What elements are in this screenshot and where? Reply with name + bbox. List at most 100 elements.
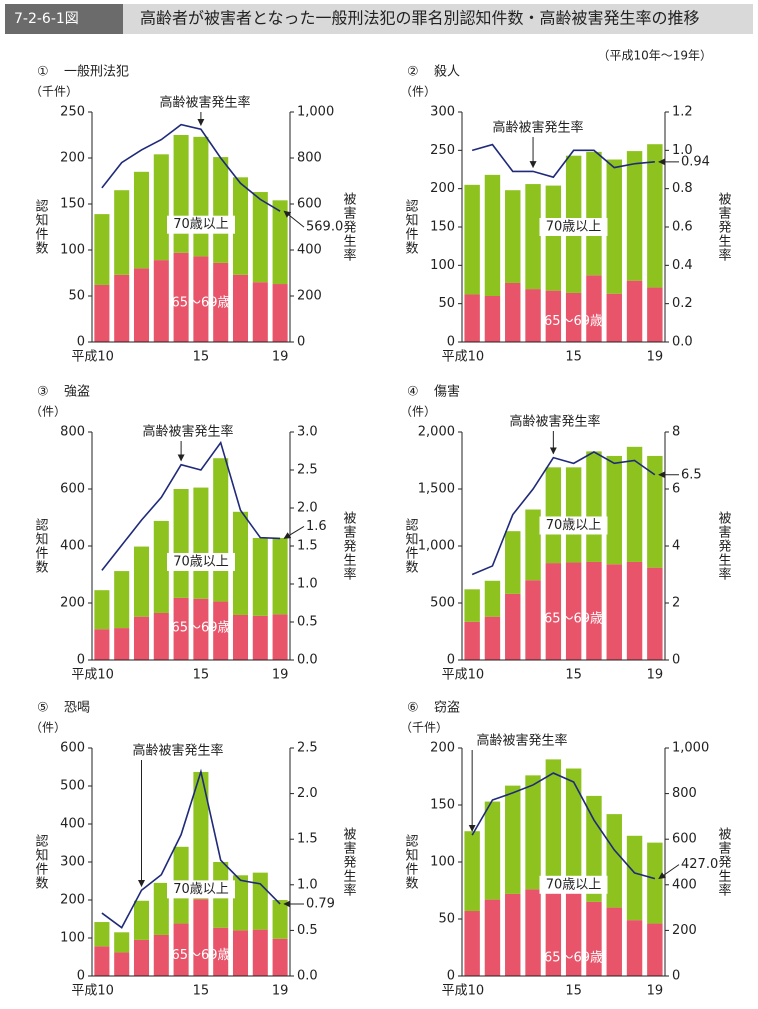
bar-segment	[272, 938, 288, 976]
value-label: 569.0	[306, 220, 343, 235]
y2-tick-label: 0.0	[672, 335, 693, 350]
bar-segment	[213, 927, 229, 976]
y-tick-label: 0	[447, 653, 455, 668]
y-axis-label: 認知件数	[33, 198, 49, 255]
y-tick-label: 250	[430, 143, 455, 158]
x-tick-label: 15	[565, 668, 582, 683]
y-axis-label: 認知件数	[403, 833, 419, 890]
bar-segment	[545, 563, 562, 660]
y-axis-label: 認知件数	[33, 517, 49, 574]
x-tick-label: 15	[565, 984, 582, 999]
bar-segment	[626, 446, 643, 562]
y2-tick-label: 200	[672, 923, 697, 938]
y-tick-label: 250	[60, 105, 85, 120]
y2-tick-label: 1.0	[297, 577, 318, 592]
y2-tick-label: 1.5	[297, 832, 318, 847]
panel-number: ⑤	[37, 701, 49, 716]
line-series-label: 高齢被害発生率	[132, 743, 223, 759]
bar-segment	[133, 616, 150, 660]
series-label: 70歳以上	[546, 220, 602, 235]
bar-segment	[484, 580, 501, 617]
header-bar	[5, 4, 753, 34]
x-tick-label: 15	[193, 984, 210, 999]
bar-segment	[114, 571, 130, 629]
bar-segment	[647, 455, 663, 568]
y2-tick-label: 0.0	[297, 653, 318, 668]
bar-segment	[606, 455, 622, 565]
panel-number: ①	[37, 65, 49, 80]
value-label-arrow	[658, 864, 680, 880]
y-axis-label: 認知件数	[403, 198, 419, 255]
bar-segment	[586, 275, 602, 342]
y-tick-label: 150	[430, 220, 455, 235]
bar-segment	[153, 154, 169, 261]
y-unit: （件）	[30, 721, 66, 735]
bar-segment	[94, 284, 110, 342]
y-tick-label: 500	[430, 596, 455, 611]
bar-segment	[505, 531, 521, 594]
bar-segment	[232, 177, 249, 275]
bar-segment	[525, 775, 541, 890]
bar-segment	[114, 932, 130, 953]
bar-segment	[173, 252, 189, 342]
series-label: 70歳以上	[173, 217, 229, 232]
y-unit: （件）	[400, 85, 436, 99]
x-tick-label: 平成10	[442, 350, 485, 365]
y-tick-label: 50	[68, 289, 85, 304]
y2-axis-label: 被害発生率	[341, 192, 357, 262]
value-label-arrow	[283, 210, 305, 228]
y2-tick-label: 4	[672, 539, 680, 554]
bar-segment	[173, 489, 189, 598]
bar-segment	[213, 157, 229, 263]
bar-segment	[647, 287, 663, 342]
value-label: 6.5	[681, 467, 702, 482]
bar-segment	[94, 946, 110, 976]
y2-tick-label: 0	[672, 969, 680, 984]
figure-title: 高齢者が被害者となった一般刑法犯の罪名別認知件数・高齢被害発生率の推移	[140, 9, 700, 28]
panel-title: 強盗	[64, 384, 90, 400]
bar-segment	[252, 929, 268, 976]
bar-segment	[464, 589, 480, 622]
x-tick-label: 19	[272, 350, 289, 365]
bar-segment	[272, 200, 288, 285]
y2-tick-label: 0	[672, 653, 680, 668]
bar-segment	[232, 614, 249, 660]
bar-segment	[586, 151, 602, 276]
panel-title: 恐喝	[64, 701, 90, 716]
y2-tick-label: 0.4	[672, 258, 693, 273]
x-tick-label: 15	[193, 668, 210, 683]
y-unit: （千件）	[400, 721, 448, 735]
y-axis-label: 認知件数	[33, 833, 49, 890]
bar-segment	[252, 872, 268, 930]
bar-segment	[545, 467, 562, 564]
y-tick-label: 100	[430, 855, 455, 870]
y-tick-label: 150	[60, 197, 85, 212]
y-tick-label: 300	[60, 855, 85, 870]
y2-tick-label: 400	[672, 877, 697, 892]
bar-segment	[173, 135, 189, 253]
bar-segment	[505, 785, 521, 894]
y-tick-label: 600	[60, 741, 85, 756]
series-label-box	[167, 552, 235, 571]
y-tick-label: 0	[447, 335, 455, 350]
bar-segment	[464, 294, 480, 342]
bar-segment	[606, 159, 622, 294]
x-tick-label: 15	[565, 350, 582, 365]
y-tick-label: 0	[447, 969, 455, 984]
y2-tick-label: 0.5	[297, 615, 318, 630]
bar-segment	[272, 900, 288, 939]
x-tick-label: 平成10	[442, 984, 485, 999]
y-tick-label: 100	[430, 258, 455, 273]
bar-segment	[484, 899, 501, 976]
bar-segment	[232, 875, 249, 931]
rate-line	[101, 768, 281, 929]
bar-segment	[647, 144, 663, 288]
y-axis-label: 認知件数	[403, 517, 419, 574]
rate-line	[471, 451, 656, 576]
bar-segment	[193, 256, 209, 342]
series-label: 65～69歳	[544, 314, 603, 329]
bar-segment	[252, 538, 268, 616]
y-tick-label: 50	[438, 296, 455, 311]
bar-segment	[505, 190, 521, 283]
bar-segment	[232, 511, 249, 615]
